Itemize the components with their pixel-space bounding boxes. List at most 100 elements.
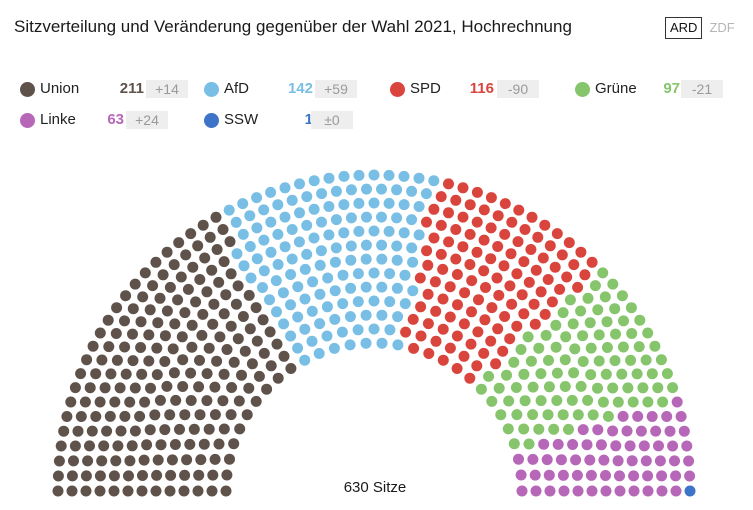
seat-union	[203, 423, 215, 435]
seat-union	[80, 485, 92, 497]
seat-afd	[330, 214, 342, 226]
seat-grne	[559, 381, 571, 392]
seat-grne	[493, 382, 505, 394]
seat-union	[246, 358, 258, 370]
seat-linke	[653, 440, 664, 452]
seat-union	[149, 409, 161, 421]
seat-union	[192, 240, 204, 252]
seat-grne	[575, 305, 587, 317]
seat-grne	[518, 423, 530, 435]
seat-union	[164, 409, 176, 421]
seat-spd	[480, 282, 491, 293]
seat-union	[221, 344, 233, 355]
seat-linke	[544, 485, 556, 497]
seat-afd	[301, 248, 313, 260]
seat-grne	[584, 317, 596, 329]
seat-grne	[655, 354, 667, 366]
seat-union	[196, 329, 208, 341]
seat-union	[257, 314, 269, 326]
seat-union	[111, 302, 123, 314]
seat-union	[129, 278, 141, 290]
seat-spd	[443, 178, 454, 190]
seat-union	[211, 244, 223, 255]
seat-union	[161, 305, 173, 317]
total-seats-label: 630 Sitze	[343, 479, 407, 496]
seat-union	[143, 329, 155, 341]
seat-grne	[557, 307, 569, 319]
seat-afd	[360, 281, 372, 293]
seat-spd	[435, 248, 447, 260]
seat-linke	[595, 439, 607, 451]
seat-afd	[413, 172, 425, 184]
seat-spd	[549, 261, 561, 273]
seat-linke	[600, 470, 611, 481]
seat-linke	[527, 453, 539, 465]
seat-linke	[581, 439, 593, 451]
seat-union	[114, 382, 126, 394]
seat-union	[206, 264, 218, 276]
seat-union	[233, 395, 245, 407]
seat-spd	[428, 203, 440, 215]
legend-seats-afd: 142	[287, 80, 313, 97]
seat-grne	[525, 355, 537, 367]
seat-union	[224, 236, 236, 248]
seat-union	[241, 409, 253, 421]
seat-union	[234, 423, 246, 435]
seat-union	[218, 368, 230, 380]
seat-linke	[684, 470, 696, 482]
seat-grne	[625, 302, 637, 314]
seat-union	[178, 485, 190, 497]
seat-union	[207, 469, 219, 481]
seat-spd	[511, 268, 523, 280]
seat-union	[168, 259, 180, 271]
seat-grne	[601, 342, 613, 353]
seat-union	[75, 411, 87, 422]
seat-union	[176, 331, 188, 343]
seat-union	[69, 440, 81, 452]
seat-linke	[642, 470, 654, 482]
seat-afd	[316, 216, 327, 228]
source-ard-button[interactable]: ARD	[665, 17, 703, 39]
seat-grne	[572, 409, 584, 421]
seat-spd	[575, 246, 587, 258]
seat-afd	[279, 182, 291, 194]
seat-grne	[601, 316, 613, 328]
seat-grne	[607, 382, 619, 394]
legend-change-ssw: ±0	[311, 111, 353, 129]
seat-union	[123, 470, 134, 482]
seat-afd	[245, 272, 257, 284]
seat-afd	[286, 194, 298, 206]
seat-grne	[602, 410, 614, 422]
seat-linke	[600, 485, 612, 497]
seat-afd	[345, 212, 357, 224]
seat-spd	[473, 294, 484, 306]
seat-afd	[345, 254, 357, 266]
seat-union	[96, 455, 108, 467]
seat-spd	[491, 272, 503, 284]
seat-union	[108, 470, 120, 482]
seat-union	[177, 354, 189, 366]
seat-afd	[392, 339, 404, 351]
seat-spd	[492, 210, 504, 222]
seat-linke	[543, 469, 555, 481]
legend-name-gruene: Grüne	[595, 80, 637, 97]
source-zdf-button[interactable]: ZDF	[709, 20, 735, 35]
seat-grne	[577, 356, 589, 367]
seat-linke	[681, 440, 693, 452]
seat-afd	[399, 298, 411, 310]
seat-spd	[504, 280, 516, 292]
seat-linke	[664, 425, 676, 437]
seat-union	[168, 367, 180, 379]
seat-union	[194, 274, 206, 285]
seat-spd	[506, 216, 518, 228]
seat-linke	[577, 424, 589, 436]
seat-union	[204, 231, 216, 243]
seat-union	[184, 438, 196, 450]
seat-union	[164, 485, 176, 497]
seat-union	[135, 342, 147, 353]
seat-grne	[617, 341, 629, 353]
seat-spd	[561, 271, 573, 283]
seat-union	[188, 423, 200, 435]
seat-grne	[508, 356, 520, 368]
seat-union	[101, 425, 113, 437]
